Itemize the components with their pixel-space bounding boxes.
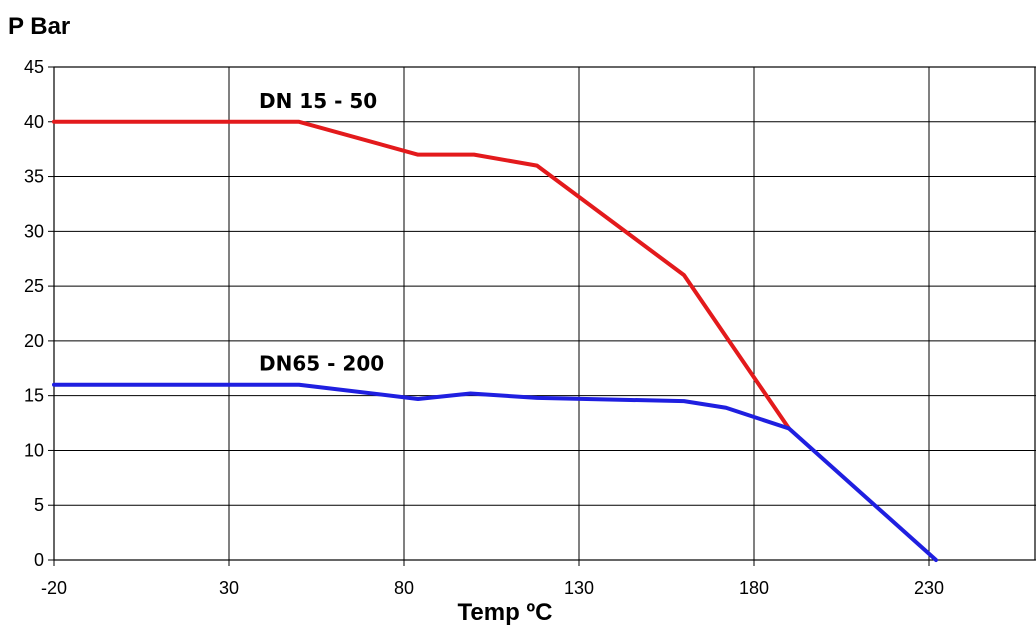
y-tick-label: 0 [34, 550, 44, 570]
y-tick-label: 40 [24, 112, 44, 132]
plot-frame [53, 66, 1036, 561]
y-axis-label: P Bar [8, 13, 70, 40]
x-tick-label: 30 [219, 578, 239, 598]
series-line [52, 119, 791, 431]
y-tick-label: 15 [24, 386, 44, 406]
series-label-layer: DN 15 - 50 DN65 - 200 [259, 89, 384, 376]
grid-layer [48, 66, 1036, 566]
y-tick-label: 5 [34, 495, 44, 515]
series-layer [52, 119, 938, 562]
series-line [52, 382, 938, 562]
y-tick-label: 35 [24, 167, 44, 187]
x-tick-label: 230 [914, 578, 944, 598]
x-tick-label: -20 [41, 578, 67, 598]
x-axis-label: Temp ºC [458, 599, 553, 626]
series-label: DN65 - 200 [259, 352, 384, 376]
x-tick-label: 180 [739, 578, 769, 598]
x-tick-label: 80 [394, 578, 414, 598]
y-tick-label: 45 [24, 57, 44, 77]
y-tick-label: 10 [24, 440, 44, 460]
y-tick-label: 25 [24, 276, 44, 296]
tick-layer: 0 5 10 15 20 25 30 35 40 45 -20 30 80 130 180 230 [24, 57, 944, 598]
y-tick-label: 30 [24, 221, 44, 241]
series-label: DN 15 - 50 [259, 89, 377, 113]
y-tick-label: 20 [24, 331, 44, 351]
x-tick-label: 130 [564, 578, 594, 598]
